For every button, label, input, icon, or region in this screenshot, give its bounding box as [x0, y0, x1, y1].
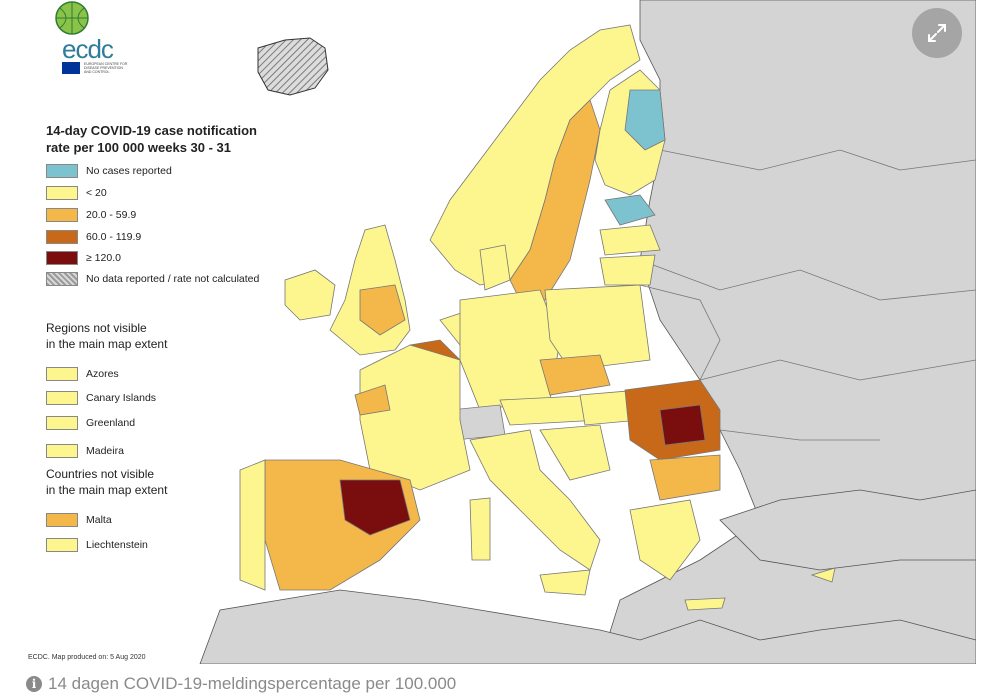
legend-label: Canary Islands — [86, 392, 157, 404]
romania-dark — [659, 404, 706, 446]
lithuania — [599, 254, 656, 286]
legend-swatch — [46, 367, 78, 381]
north-africa — [199, 589, 976, 664]
aragon-catalonia — [339, 479, 411, 536]
legend-item-lt20: < 20 — [46, 185, 107, 201]
poland — [544, 284, 651, 371]
legend-label: ≥ 120.0 — [86, 252, 121, 264]
country-item-malta: Malta — [46, 512, 112, 528]
legend-item-60-120: 60.0 - 119.9 — [46, 229, 141, 245]
legend-swatch — [46, 208, 78, 222]
sardinia — [469, 497, 491, 561]
caption-text: 14 dagen COVID-19-meldingspercentage per… — [48, 674, 457, 693]
countries-heading: Countries not visible in the main map ex… — [46, 467, 168, 497]
east-border-line — [639, 284, 721, 381]
region-item-canary: Canary Islands — [46, 390, 156, 406]
map-caption: i 14 dagen COVID-19-meldingspercentage p… — [26, 674, 456, 694]
legend-item-no-cases: No cases reported — [46, 163, 172, 179]
legend-swatch — [46, 416, 78, 430]
legend-label: Madeira — [86, 445, 124, 457]
finland-east — [624, 89, 666, 151]
logo-subtext: EUROPEAN CENTRE FOR DISEASE PREVENTION A… — [84, 62, 128, 74]
legend-swatch — [46, 186, 78, 200]
producer-note: ECDC. Map produced on: 5 Aug 2020 — [28, 654, 146, 661]
legend-swatch — [46, 251, 78, 265]
expand-icon — [928, 24, 946, 42]
legend-swatch — [46, 391, 78, 405]
region-item-madeira: Madeira — [46, 443, 124, 459]
sicily — [539, 569, 591, 596]
legend-item-gte120: ≥ 120.0 — [46, 250, 121, 266]
iceland — [257, 37, 329, 96]
legend-label: < 20 — [86, 187, 107, 199]
legend-label: Malta — [86, 514, 112, 526]
region-item-greenland: Greenland — [46, 415, 135, 431]
legend-label: 20.0 - 59.9 — [86, 209, 137, 221]
legend-label: No cases reported — [86, 165, 172, 177]
latvia — [599, 224, 661, 256]
cyprus — [810, 567, 836, 583]
legend-swatch — [46, 272, 78, 286]
ecdc-logo-icon — [55, 1, 89, 35]
legend-label: No data reported / rate not calculated — [86, 273, 260, 285]
denmark — [479, 244, 511, 291]
brittany-orange — [354, 384, 391, 416]
greece — [629, 499, 701, 581]
regions-heading: Regions not visible in the main map exte… — [46, 321, 168, 351]
legend-item-no-data: No data reported / rate not calculated — [46, 271, 259, 287]
ireland — [284, 269, 336, 321]
legend-item-20-60: 20.0 - 59.9 — [46, 207, 136, 223]
legend-label: Azores — [86, 368, 119, 380]
estonia — [604, 194, 656, 226]
legend-swatch — [46, 230, 78, 244]
non-eu-borders — [639, 149, 976, 521]
czechia — [539, 354, 611, 396]
eu-flag-icon — [62, 62, 80, 74]
portugal — [239, 459, 266, 591]
country-item-liechtenstein: Liechtenstein — [46, 537, 148, 553]
legend-title: 14-day COVID-19 case notification rate p… — [46, 123, 257, 155]
legend-label: 60.0 - 119.9 — [86, 231, 142, 243]
legend-swatch — [46, 513, 78, 527]
region-item-azores: Azores — [46, 366, 119, 382]
legend-swatch — [46, 164, 78, 178]
legend-swatch — [46, 444, 78, 458]
england-orange — [359, 284, 406, 336]
map-frame[interactable]: ecdc EUROPEAN CENTRE FOR DISEASE PREVENT… — [0, 0, 976, 664]
map-of-europe — [199, 0, 976, 664]
logo-text: ecdc — [62, 34, 114, 64]
info-icon: i — [26, 676, 42, 692]
germany — [459, 289, 561, 411]
legend-swatch — [46, 538, 78, 552]
bulgaria — [649, 454, 721, 501]
crete — [684, 597, 726, 611]
turkey — [719, 489, 976, 571]
expand-button[interactable] — [912, 8, 962, 58]
legend-label: Greenland — [86, 417, 136, 429]
legend-label: Liechtenstein — [86, 539, 148, 551]
croatia-slovenia — [539, 424, 611, 481]
france — [359, 344, 471, 491]
italy — [469, 429, 601, 571]
